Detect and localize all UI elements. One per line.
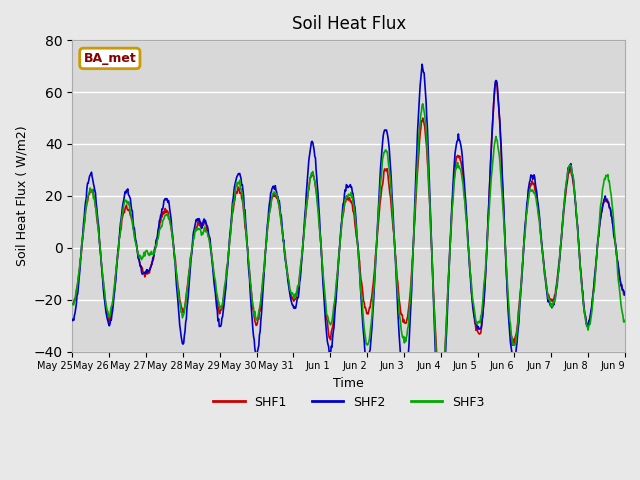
SHF1 xyxy=(209,261,216,267)
Title: Soil Heat Flux: Soil Heat Flux xyxy=(292,15,406,33)
SHF2 xyxy=(344,184,352,190)
SHF3 xyxy=(68,301,76,307)
SHF2 xyxy=(377,164,385,169)
Y-axis label: Soil Heat Flux ( W/m2): Soil Heat Flux ( W/m2) xyxy=(15,125,28,266)
SHF1 xyxy=(377,196,385,202)
SHF2 xyxy=(442,342,450,348)
SHF3 xyxy=(442,333,450,338)
SHF1 xyxy=(436,388,444,394)
Text: BA_met: BA_met xyxy=(83,52,136,65)
SHF1 xyxy=(442,344,449,349)
SHF3 xyxy=(419,101,427,107)
SHF2 xyxy=(305,157,313,163)
Line: SHF2: SHF2 xyxy=(72,64,625,418)
SHF2 xyxy=(209,264,216,270)
Legend: SHF1, SHF2, SHF3: SHF1, SHF2, SHF3 xyxy=(208,391,489,414)
SHF3 xyxy=(436,394,444,400)
SHF3 xyxy=(377,179,385,185)
SHF1 xyxy=(305,186,313,192)
SHF3 xyxy=(621,319,629,324)
X-axis label: Time: Time xyxy=(333,377,364,390)
SHF3 xyxy=(344,192,352,197)
Line: SHF1: SHF1 xyxy=(72,82,625,391)
SHF2 xyxy=(436,415,444,420)
SHF1 xyxy=(492,79,500,85)
Line: SHF3: SHF3 xyxy=(72,104,625,397)
SHF3 xyxy=(209,260,216,266)
SHF2 xyxy=(380,132,387,138)
SHF3 xyxy=(380,154,387,159)
SHF1 xyxy=(344,197,352,203)
SHF1 xyxy=(380,177,387,182)
SHF1 xyxy=(68,301,76,307)
SHF2 xyxy=(621,292,629,298)
SHF3 xyxy=(305,186,313,192)
SHF2 xyxy=(419,61,426,67)
SHF1 xyxy=(621,292,629,298)
SHF2 xyxy=(68,318,76,324)
